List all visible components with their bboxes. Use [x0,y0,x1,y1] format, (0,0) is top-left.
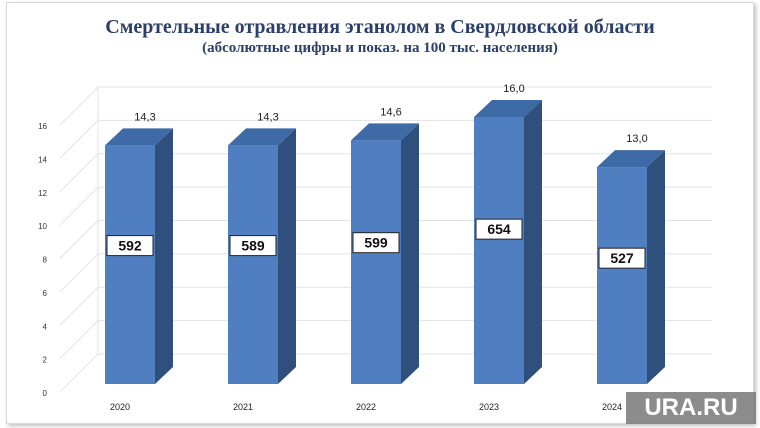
gridline-diagonal [59,86,99,126]
absolute-value-box [352,232,400,254]
absolute-value-box [598,247,646,269]
bar-side [647,150,665,384]
y-tick-label: 8 [43,256,48,265]
y-tick-label: 12 [38,189,47,198]
bar [228,145,278,384]
bar-top [597,150,665,168]
gridline-diagonal [59,186,99,226]
bars [105,100,665,385]
absolute-value-label: 654 [487,221,511,237]
gridline-diagonal [59,320,99,359]
gridline-diagonal [59,120,99,159]
absolute-value-label: 589 [241,238,265,254]
x-tick-label: 2022 [356,402,376,412]
x-tick-label: 2020 [110,402,130,412]
watermark-logo: URA.RU [626,392,756,424]
value-label: 13,0 [626,133,647,145]
bar [105,145,155,384]
y-tick-label: 4 [43,322,48,331]
bar-side [524,100,542,384]
y-axis-ticks: 0 2 4 6 8 10 12 14 16 [38,122,47,398]
bar-side [401,123,419,385]
bar-side [278,128,296,384]
bar [474,117,524,384]
value-label: 14,3 [257,111,278,123]
absolute-value-label: 592 [118,238,142,254]
bar [351,140,401,384]
y-tick-label: 14 [38,155,47,164]
chart-title: Смертельные отравления этанолом в Свердл… [105,16,655,38]
gridline-diagonal [59,286,99,326]
bar-top [105,128,173,146]
y-tick-label: 6 [43,289,48,298]
gridline-diagonal [59,153,99,193]
y-tick-label: 10 [38,222,47,231]
absolute-value-box [229,235,277,257]
absolute-value-label: 599 [364,235,388,251]
value-label: 14,3 [134,111,155,123]
bar-side [155,128,173,384]
bar-top [474,100,542,117]
y-tick-label: 16 [38,122,47,131]
value-label: 16,0 [503,83,524,95]
gridline-diagonal [59,220,99,259]
bar [597,167,647,384]
absolute-value-box [475,218,523,240]
y-tick-label: 2 [43,356,48,365]
bar-top [351,123,419,141]
data-labels: 14,3 592 14,3 589 14,6 599 16,0 654 13,0 527 [106,83,648,269]
x-tick-label: 2021 [233,402,253,412]
x-axis-ticks: 2020 2021 2022 2023 2024 [110,402,622,412]
x-tick-label: 2023 [479,402,499,412]
absolute-value-box [106,235,154,257]
gridline-diagonal [59,353,99,393]
y-tick-label: 0 [43,389,48,398]
chart-subtitle: (абсолютные цифры и показ. на 100 тыс. н… [202,40,558,56]
gridline-diagonal [59,253,99,293]
bar-top [228,128,296,146]
x-tick-label: 2024 [602,402,622,412]
absolute-value-label: 527 [610,250,634,266]
value-label: 14,6 [380,106,401,118]
